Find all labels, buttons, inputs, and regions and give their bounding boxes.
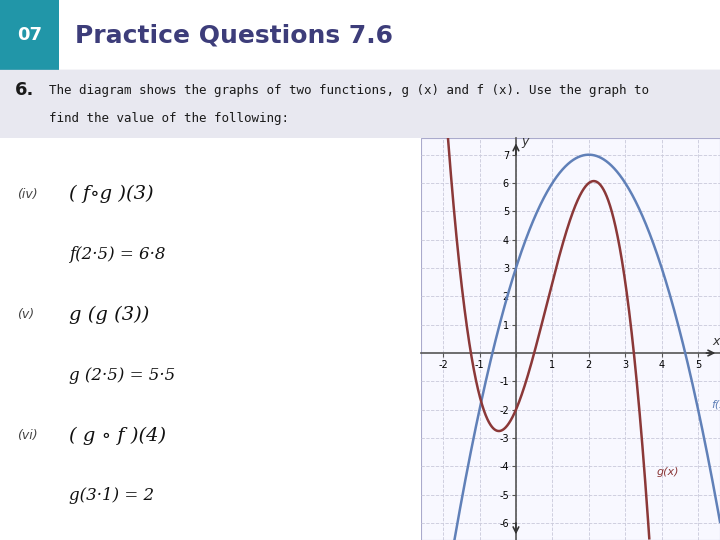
Text: The diagram shows the graphs of two functions, g (x) and f (x). Use the graph to: The diagram shows the graphs of two func…: [49, 84, 649, 97]
Text: x: x: [713, 335, 720, 348]
Text: f(2·5) = 6·8: f(2·5) = 6·8: [70, 246, 166, 263]
Text: 6.: 6.: [14, 82, 34, 99]
Text: (v): (v): [17, 308, 34, 321]
Text: f(x): f(x): [711, 399, 720, 409]
Text: ( g ∘ f )(4): ( g ∘ f )(4): [70, 426, 166, 444]
Text: g(3·1) = 2: g(3·1) = 2: [70, 487, 155, 504]
Bar: [0, 0, 59, 70]
Text: g(x): g(x): [656, 467, 679, 477]
Text: Practice Questions 7.6: Practice Questions 7.6: [75, 23, 393, 47]
Text: (iv): (iv): [17, 187, 37, 200]
Text: find the value of the following:: find the value of the following:: [49, 112, 289, 125]
Text: y: y: [521, 134, 528, 147]
Text: (vi): (vi): [17, 429, 37, 442]
Text: g (g (3)): g (g (3)): [70, 306, 150, 324]
Text: ( f∘g )(3): ( f∘g )(3): [70, 185, 154, 203]
Text: 07: 07: [17, 26, 42, 44]
Text: g (2·5) = 5·5: g (2·5) = 5·5: [70, 367, 176, 383]
